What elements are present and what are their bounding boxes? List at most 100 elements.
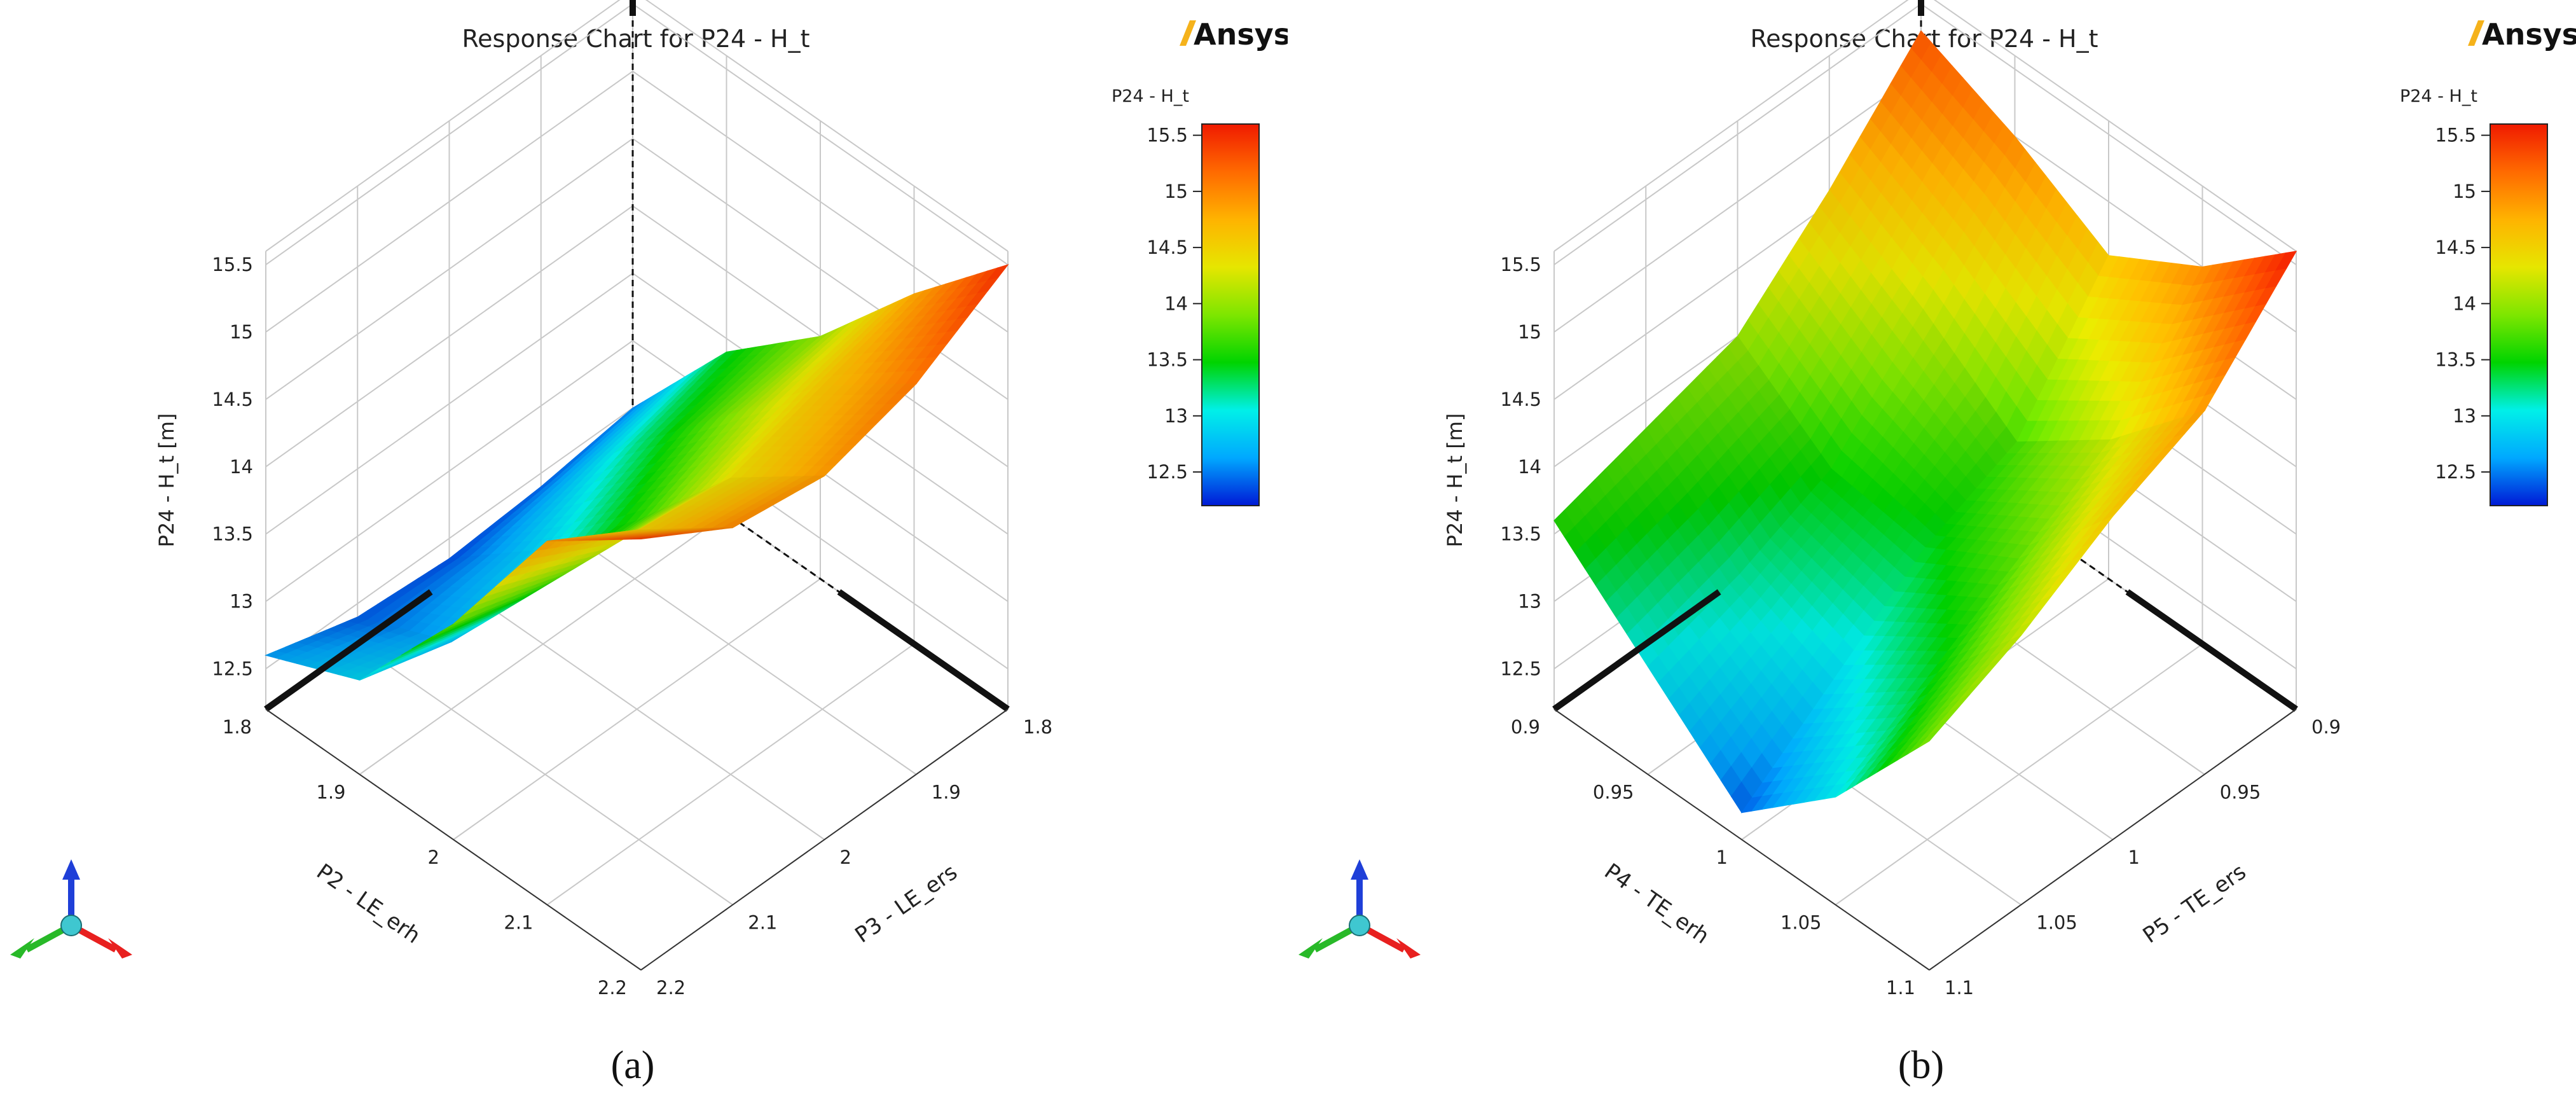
colorbar-tick-label: 15 xyxy=(1164,181,1188,202)
panel-caption: (b) xyxy=(1898,1044,1944,1087)
grid-line xyxy=(359,513,727,775)
floor-edge xyxy=(1929,709,2297,971)
chart-panel-b: Response Chart for P24 - H_t Ansys 12.5 13 1… xyxy=(1288,0,2576,1108)
ansys-logo: Ansys xyxy=(1180,17,1288,52)
y-tick-label: 2.1 xyxy=(748,912,777,934)
logo-text: Ansys xyxy=(1194,17,1288,52)
triad-y-arrow xyxy=(10,938,34,959)
logo-slash xyxy=(2468,20,2484,46)
x-axis-title: P2 - LE_erh xyxy=(312,859,425,948)
z-axis-title: P24 - H_t [m] xyxy=(155,413,179,548)
colorbar-tick-label: 12.5 xyxy=(2435,461,2476,483)
y-tick-label: 2 xyxy=(840,847,851,868)
grid-line xyxy=(265,0,1009,252)
colorbar xyxy=(2490,123,2548,506)
grid-line xyxy=(265,70,1009,333)
triad-origin xyxy=(1349,915,1370,936)
y-tick-label: 1.9 xyxy=(932,782,961,803)
z-tick-label: 15 xyxy=(1518,321,1541,343)
response-surface xyxy=(1553,30,2297,814)
z-tick-label: 14.5 xyxy=(1500,389,1541,410)
x-tick-label: 1 xyxy=(1716,847,1728,868)
chart-a-plot: Response Chart for P24 - H_t Ansys12.5131… xyxy=(10,0,1288,1087)
triad-x-arrow xyxy=(1396,938,1421,959)
colorbar-tick-label: 13 xyxy=(2453,405,2476,427)
colorbar-tick-label: 14 xyxy=(1164,293,1188,314)
triad-z-arrow xyxy=(62,859,80,880)
x-tick-label: 0.95 xyxy=(1593,782,1634,803)
floor-edge xyxy=(1553,709,1930,971)
y-tick-label: 0.9 xyxy=(2311,716,2341,738)
x-tick-label: 1.9 xyxy=(316,782,345,803)
y-tick-label: 2.2 xyxy=(656,977,685,999)
colorbar-tick-label: 15 xyxy=(2453,181,2476,202)
coordinate-triad-icon xyxy=(1298,859,1421,959)
y-tick-label: 1 xyxy=(2128,847,2140,868)
z-tick-label: 12.5 xyxy=(1500,658,1541,679)
z-tick-label: 13 xyxy=(1518,591,1541,613)
chart-b-plot: Response Chart for P24 - H_t Ansys12.5131… xyxy=(1298,0,2576,1087)
chart-title: Response Chart for P24 - H_t xyxy=(462,25,809,53)
coordinate-triad-icon xyxy=(10,859,132,959)
triad-x-arrow xyxy=(108,938,132,959)
grid-line xyxy=(453,578,821,840)
tick-labels: 12.5 13 13.5 14 14.5 15 15.5 0.9 0.95 1 1.05 1.1 0.9… xyxy=(1500,254,2341,999)
colorbar-tick-label: 12.5 xyxy=(1147,461,1188,483)
z-axis-title: P24 - H_t [m] xyxy=(1443,413,1467,548)
colorbar-tick-label: 14.5 xyxy=(2435,237,2476,258)
x-axis-line xyxy=(1552,589,1721,712)
colorbar-tick-label: 13 xyxy=(1164,405,1188,427)
z-tick-label: 14 xyxy=(230,456,253,478)
x-tick-label: 2 xyxy=(428,847,439,868)
y-tick-label: 1.1 xyxy=(1945,977,1974,999)
triad-z-arrow xyxy=(1351,859,1368,880)
grid-line xyxy=(265,340,1009,602)
chart-panel-a: Response Chart for P24 - H_t Ansys 12.5 13 1… xyxy=(10,0,1288,1087)
ansys-logo: Ansys xyxy=(2468,17,2576,52)
grid-line xyxy=(1835,643,2203,906)
colorbar-title: P24 - H_t xyxy=(1112,87,1189,106)
x-tick-label: 2.2 xyxy=(598,977,627,999)
colorbar-tick-label: 14 xyxy=(2453,293,2476,314)
triad-origin xyxy=(60,915,82,936)
y-axis-title: P3 - LE_ers xyxy=(851,859,962,948)
y-axis-line xyxy=(2125,589,2298,712)
colorbar-tick-label: 13.5 xyxy=(2435,349,2476,371)
colorbar-tick-label: 13.5 xyxy=(1147,349,1188,371)
colorbar-tick-label: 15.5 xyxy=(1147,125,1188,146)
triad-y-arrow xyxy=(1298,938,1323,959)
colorbar-tick-label: 15.5 xyxy=(2435,125,2476,146)
x-tick-label: 1.8 xyxy=(223,716,252,738)
surface-patch xyxy=(1918,729,1940,748)
floor-edge xyxy=(265,709,642,971)
z-tick-label: 15.5 xyxy=(212,254,253,275)
x-tick-label: 1.05 xyxy=(1780,912,1822,934)
x-axis-line xyxy=(264,589,433,712)
x-tick-label: 1.1 xyxy=(1886,977,1915,999)
panel-caption: (a) xyxy=(611,1044,655,1087)
outer-axes xyxy=(1552,0,2298,971)
z-tick-label: 14.5 xyxy=(212,389,253,410)
z-tick-label: 15 xyxy=(230,321,253,343)
surface-patch xyxy=(630,537,652,540)
x-axis-title: P4 - TE_erh xyxy=(1600,859,1714,949)
x-tick-label: 0.9 xyxy=(1511,716,1540,738)
z-tick-label: 13.5 xyxy=(1500,523,1541,545)
y-axis-line xyxy=(837,589,1010,712)
grid-line xyxy=(546,643,915,906)
z-tick-label: 12.5 xyxy=(212,658,253,679)
z-tick-label: 13 xyxy=(230,591,253,613)
colorbar-tick-label: 14.5 xyxy=(1147,237,1188,258)
colorbar xyxy=(1201,123,1260,506)
outer-axes xyxy=(264,0,1010,971)
z-tick-label: 14 xyxy=(1518,456,1541,478)
z-tick-label: 13.5 xyxy=(212,523,253,545)
y-tick-label: 1.05 xyxy=(2036,912,2077,934)
x-tick-label: 2.1 xyxy=(504,912,533,934)
response-surface xyxy=(265,264,1009,681)
logo-slash xyxy=(1180,20,1196,46)
y-tick-label: 0.95 xyxy=(2220,782,2261,803)
tick-labels: 12.5 13 13.5 14 14.5 15 15.5 1.8 1.9 2 2.1 2.2 1.8 1.… xyxy=(212,254,1052,999)
y-tick-label: 1.8 xyxy=(1023,716,1052,738)
y-axis-title: P5 - TE_ers xyxy=(2139,859,2251,949)
